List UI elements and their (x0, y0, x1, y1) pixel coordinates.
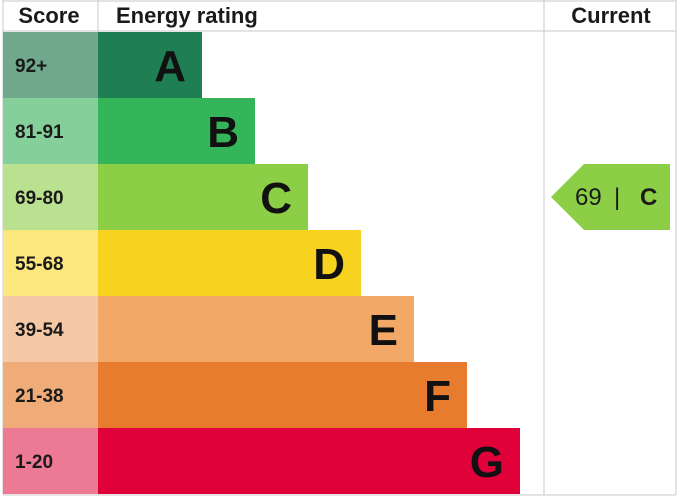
band-c: 69-80 C (3, 164, 308, 230)
score-cell (3, 362, 98, 428)
current-score-value: 69 (575, 184, 602, 211)
band-e: 39-54 E (3, 296, 414, 362)
rating-bar (98, 98, 255, 164)
current-separator: | (614, 184, 620, 211)
header-current: Current (571, 3, 651, 28)
score-cell (3, 230, 98, 296)
score-range-label: 21-38 (15, 386, 64, 407)
rating-letter: G (470, 438, 504, 487)
band-a: 92+ A (3, 32, 202, 98)
rating-bar (98, 164, 308, 230)
current-arrow (551, 164, 670, 230)
rating-bar (98, 296, 414, 362)
score-cell (3, 164, 98, 230)
score-range-label: 92+ (15, 56, 47, 77)
chart-headers: Score Energy rating Current (18, 3, 651, 28)
rating-bar (98, 428, 520, 494)
rating-letter: C (260, 174, 292, 223)
score-range-label: 55-68 (15, 254, 64, 275)
rating-letter: B (207, 108, 239, 157)
rating-bar (98, 362, 467, 428)
band-d: 55-68 D (3, 230, 361, 296)
rating-letter: E (369, 306, 398, 355)
rating-letter: A (154, 42, 186, 91)
score-range-label: 69-80 (15, 188, 64, 209)
score-range-label: 1-20 (15, 452, 53, 473)
rating-letter: F (424, 372, 451, 421)
band-b: 81-91 B (3, 98, 255, 164)
rating-bar (98, 230, 361, 296)
score-cell (3, 296, 98, 362)
current-rating-letter: C (640, 184, 657, 211)
score-cell (3, 428, 98, 494)
rating-letter: D (313, 240, 345, 289)
current-rating-marker: 69 | C (551, 164, 670, 230)
header-score: Score (18, 3, 79, 28)
band-f: 21-38 F (3, 362, 467, 428)
band-g: 1-20 G (3, 428, 520, 494)
score-cell (3, 32, 98, 98)
score-range-label: 81-91 (15, 122, 64, 143)
rating-bar (98, 32, 202, 98)
rating-bands: 92+ A 81-91 B 69-80 C 55-68 D 39-54 E 21-38 F 1-20 G (3, 32, 520, 494)
score-range-label: 39-54 (15, 320, 64, 341)
header-energy-rating: Energy rating (116, 3, 258, 28)
score-cell (3, 98, 98, 164)
